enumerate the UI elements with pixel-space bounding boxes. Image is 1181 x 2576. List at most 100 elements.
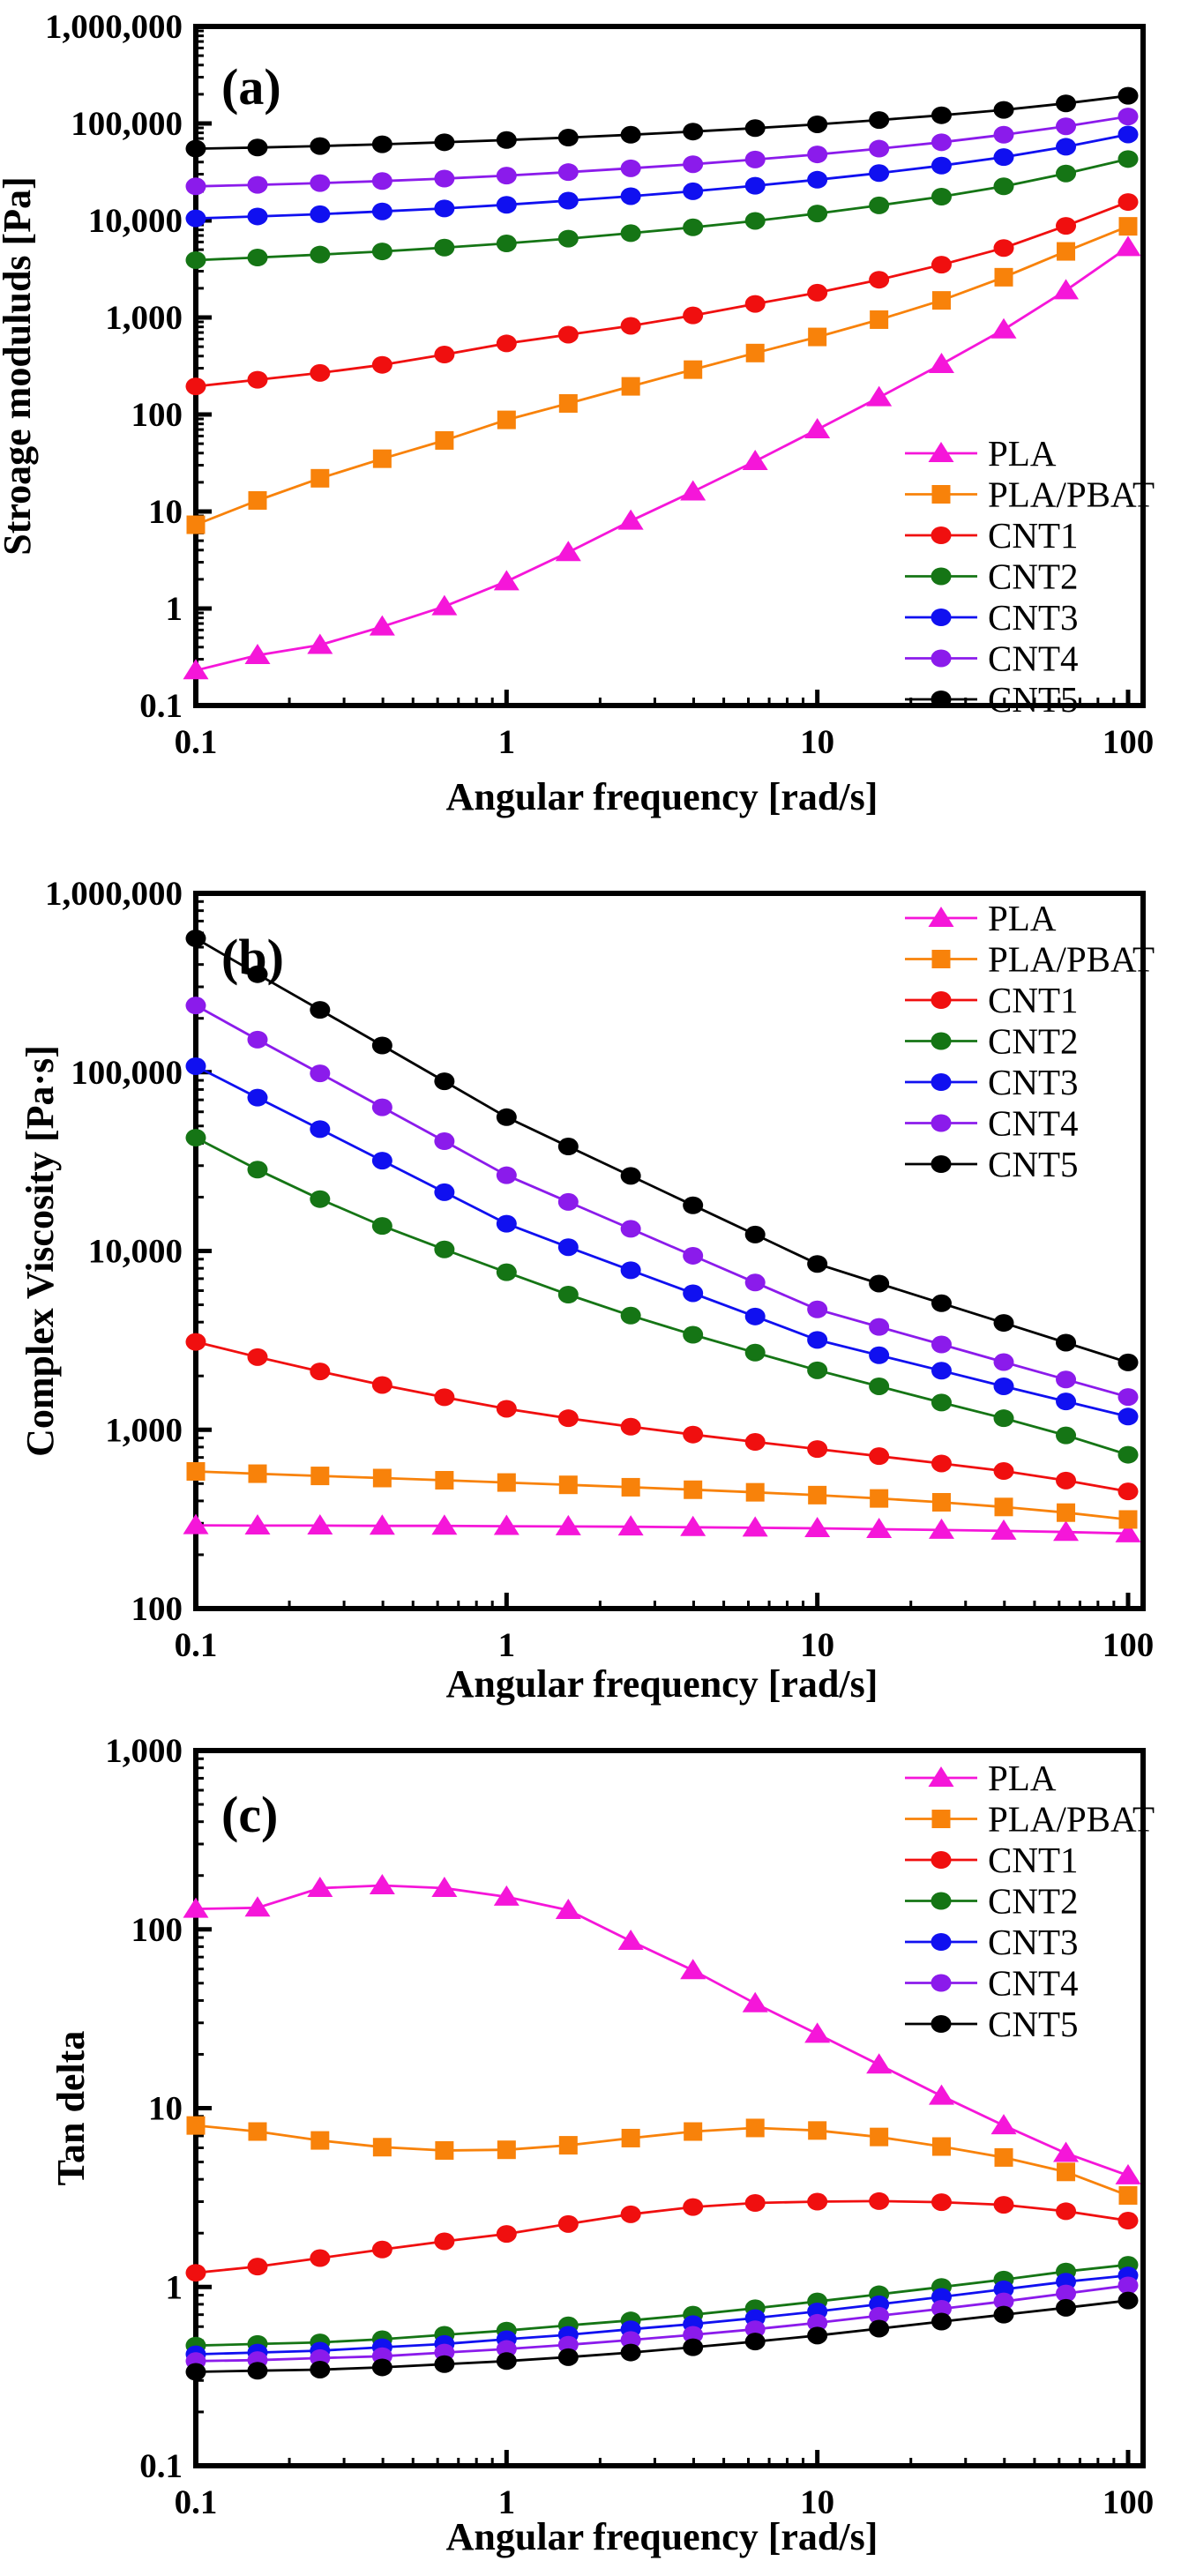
series-line [195, 246, 1129, 672]
plot-frame [193, 24, 1146, 708]
svg-text:100: 100 [131, 1911, 183, 1949]
series-line [195, 1884, 1129, 2177]
legend-item-cnt2: CNT2 [905, 1881, 1079, 1922]
legend-marker [931, 2015, 952, 2033]
tick-labels-c: 0.1 1 10 100 0.1 1 10 100 1,000 [105, 1732, 1154, 2521]
plot-frame [193, 891, 1146, 1611]
series-line [195, 1004, 1129, 1399]
legend-marker [931, 1810, 951, 1828]
svg-text:1: 1 [166, 2268, 183, 2306]
legend-item-cnt4: CNT4 [905, 638, 1079, 679]
series-line [195, 1340, 1129, 1493]
legend-marker [931, 1892, 952, 1910]
series-markers [186, 217, 1138, 534]
series-line [195, 1470, 1129, 1521]
svg-text:100: 100 [1103, 723, 1155, 761]
legend-marker [931, 1155, 952, 1173]
svg-text:1,000: 1,000 [105, 1411, 183, 1449]
legend-item-cnt3: CNT3 [905, 1922, 1079, 1962]
svg-text:1: 1 [498, 1626, 516, 1664]
series-line [195, 2299, 1129, 2373]
legend-marker [931, 1933, 952, 1951]
svg-text:100: 100 [131, 1590, 183, 1628]
svg-text:10: 10 [148, 2090, 183, 2128]
legend-label: CNT3 [988, 1922, 1079, 1962]
series-cnt4 [185, 997, 1139, 1407]
svg-text:0.1: 0.1 [139, 2447, 183, 2485]
panel-c: 0.1 1 10 100 0.1 1 10 100 1,000 Angular frequency… [0, 1720, 1181, 2576]
legend-item-cnt4: CNT4 [905, 1963, 1079, 2004]
series-markers [185, 1333, 1139, 1501]
legend-label: PLA [988, 1758, 1057, 1798]
series-pla-pbat [186, 2116, 1138, 2205]
x-axis-label: Angular frequency [rad/s] [446, 2515, 878, 2558]
series-cnt1 [185, 2191, 1139, 2282]
series-pla-pbat [186, 1461, 1138, 1529]
legend-marker [931, 526, 952, 544]
series-line [195, 94, 1129, 150]
chart-a: 0.1 1 10 100 0.1 1 10 100 1,000 10,000 100,000 1,00… [0, 8, 1155, 818]
series-cnt3 [185, 1057, 1139, 1426]
legend-label: CNT5 [988, 1144, 1079, 1184]
series-markers [185, 125, 1139, 228]
svg-text:10: 10 [800, 723, 834, 761]
legend-label: CNT4 [988, 638, 1079, 679]
legend-label: CNT3 [988, 597, 1079, 638]
series-markers [185, 86, 1139, 158]
legend-label: CNT4 [988, 1963, 1079, 2004]
chart-b: 0.1 1 10 100 100 1,000 10,000 100,000 1,000,000 A… [19, 875, 1155, 1706]
legend-item-pla-pbat: PLA/PBAT [905, 939, 1155, 980]
legend-marker [931, 609, 952, 626]
legend-item-cnt3: CNT3 [905, 597, 1079, 638]
series-cnt5 [185, 86, 1139, 158]
svg-text:1,000: 1,000 [105, 1732, 183, 1770]
plot-b: 0.1 1 10 100 100 1,000 10,000 100,000 1,000,000 A… [19, 875, 1155, 1706]
legend-item-cnt1: CNT1 [905, 515, 1079, 556]
svg-text:0.1: 0.1 [175, 723, 218, 761]
series-markers [185, 193, 1139, 396]
x-axis-label: Angular frequency [rad/s] [446, 775, 878, 818]
legend-item-pla: PLA [905, 433, 1057, 474]
series-pla [183, 1873, 1141, 2184]
svg-text:0.1: 0.1 [175, 2483, 218, 2521]
legend-label: CNT5 [988, 679, 1079, 720]
legend-marker [928, 907, 954, 927]
legend-marker [931, 1851, 952, 1869]
svg-text:10: 10 [800, 1626, 834, 1664]
series-markers [185, 150, 1139, 269]
svg-text:100: 100 [131, 396, 183, 434]
legend-label: CNT1 [988, 980, 1079, 1020]
y-axis-label: Stroage moduluds [Pa] [0, 176, 39, 555]
series-pla [183, 235, 1141, 680]
plot-frame [193, 1748, 1146, 2468]
legend-label: PLA/PBAT [988, 1799, 1155, 1840]
svg-text:10: 10 [148, 493, 183, 531]
legend-item-cnt2: CNT2 [905, 1021, 1079, 1062]
plot-c: 0.1 1 10 100 0.1 1 10 100 1,000 Angular frequency… [49, 1732, 1155, 2558]
legend-marker [928, 1766, 954, 1787]
svg-text:1,000: 1,000 [105, 299, 183, 337]
legend-marker [931, 1974, 952, 1992]
legend-label: PLA [988, 898, 1057, 938]
plot-a: 0.1 1 10 100 0.1 1 10 100 1,000 10,000 100,000 1,00… [0, 8, 1155, 818]
series-cnt5 [185, 2291, 1139, 2381]
series-markers [186, 1461, 1138, 1529]
legend-marker [931, 950, 951, 968]
panel-b: 0.1 1 10 100 100 1,000 10,000 100,000 1,000,000 A… [0, 860, 1181, 1720]
legend-item-cnt5: CNT5 [905, 2004, 1079, 2044]
svg-text:1: 1 [498, 723, 516, 761]
chart-c: 0.1 1 10 100 0.1 1 10 100 1,000 Angular frequency… [49, 1732, 1155, 2558]
legend-item-cnt1: CNT1 [905, 980, 1079, 1020]
series-markers [185, 2291, 1139, 2381]
legend-item-pla-pbat: PLA/PBAT [905, 1799, 1155, 1840]
panel-letter-c: (c) [221, 1786, 278, 1843]
tick-labels-b: 0.1 1 10 100 100 1,000 10,000 100,000 1,000,000 [45, 875, 1154, 1664]
legend-label: CNT2 [988, 556, 1079, 597]
svg-text:100: 100 [1103, 2483, 1155, 2521]
legend-label: CNT1 [988, 1840, 1079, 1880]
y-axis-label: Tan delta [49, 2031, 93, 2186]
panel-a: 0.1 1 10 100 0.1 1 10 100 1,000 10,000 100,000 1,00… [0, 0, 1181, 860]
legend-marker [931, 1114, 952, 1132]
